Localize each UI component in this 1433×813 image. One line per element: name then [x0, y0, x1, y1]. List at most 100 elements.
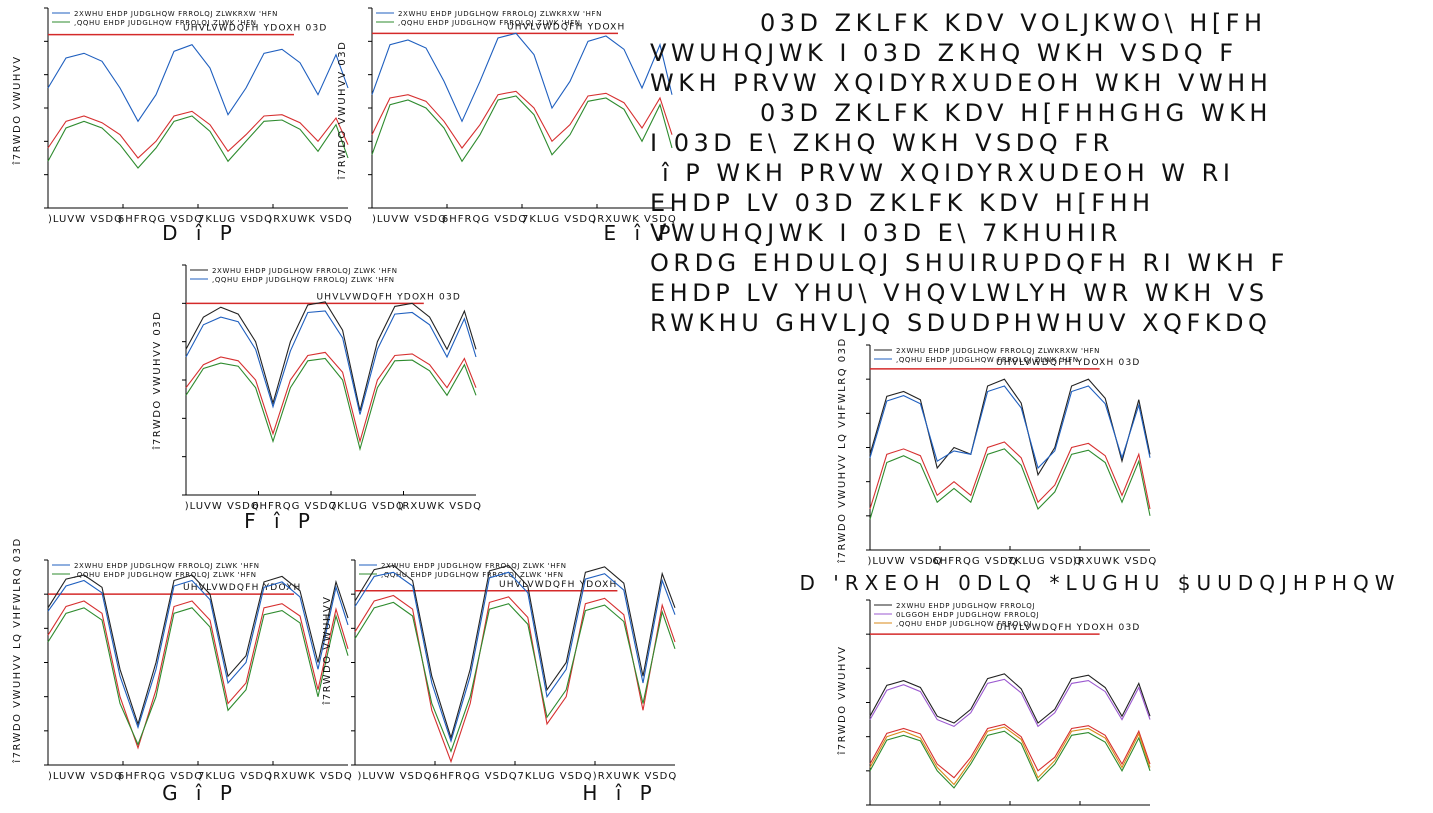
legend-entry: ,QQHU EHDP JUDGLHQW FRROLQJ ZLWK 'HFN [74, 571, 257, 579]
series-line [869, 730, 1151, 789]
x-tick-label: 6HFRQG VSDQ [432, 771, 517, 782]
x-tick-label: )RXUWK VSDQ [592, 214, 676, 225]
x-tick-label: 6HFRQG VSDQ [442, 214, 527, 225]
chart-e: î7RWDO VWUHVV )LUVW VSDQ 6HFRQG VSDQ 7KLUG … [321, 559, 677, 805]
x-tick-label: )LUVW VSDQ [48, 771, 123, 782]
series-line [371, 32, 673, 123]
series-line [47, 115, 349, 169]
legend-entry: 2XWHU EHDP JUDGLHQW FRROLQJ ZLWKRXW 'HFN [896, 347, 1100, 355]
series-line [869, 726, 1151, 786]
series-line [47, 44, 349, 123]
x-tick-label: 6HFRQG VSDQ [118, 771, 203, 782]
y-axis-label: î7RWDO VWUHVV LQ VHFWLRQ 03D [11, 537, 23, 763]
subfigure-caption: E î P [604, 221, 677, 245]
series-line [869, 678, 1151, 728]
paragraph-line: VWUHQJWK I 03D ZKHQ WKH VSDQ F [650, 39, 1238, 67]
series-line [47, 110, 349, 159]
paragraph-line: VWUHQJWK I 03D E\ 7KHUHIR [650, 219, 1122, 247]
x-tick-label: 7KLUG VSDQ [330, 501, 405, 512]
resistance-label: UHVLVWDQFH YDOXH 03D [996, 623, 1141, 633]
paragraph-line: I 03D E\ ZKHQ WKH VSDQ FR [650, 129, 1114, 157]
series-line [869, 378, 1151, 477]
series-line [869, 723, 1151, 779]
legend-entry: 2XWHU EHDP JUDGLHQW FRROLQJ ZLWK 'HFN [74, 562, 260, 570]
y-axis-label: î7RWDO VWUHVV [836, 645, 848, 755]
series-line [47, 579, 349, 730]
x-tick-label: 7KLUG VSDQ [198, 771, 273, 782]
x-tick-label: 7KLUG VSDQ [198, 214, 273, 225]
subfigure-caption: F î P [244, 509, 316, 533]
subfigure-caption: D 'RXEOH 0DLQ *LUGHU $UUDQJHPHQW [799, 571, 1400, 595]
x-tick-label: 7KLUG VSDQ [522, 214, 597, 225]
legend-entry: 2XWHU EHDP JUDGLHQW FRROLQJ ZLWK 'HFN [381, 562, 567, 570]
x-tick-label: 7KLUG VSDQ [1008, 556, 1083, 567]
legend-entry: ,QQHU EHDP JUDGLHQW FRROLQJ ZLWK 'HFN [381, 571, 564, 579]
paragraph-line: 03D ZKLFK KDV VOLJKWO\ H[FH [760, 9, 1267, 37]
x-tick-label: )RXUWK VSDQ [593, 771, 677, 782]
x-tick-label: )RXUWK VSDQ [1073, 556, 1157, 567]
series-line [185, 351, 477, 444]
paragraph-line: î P WKH PRVW XQIDYRXUDEOH W RI [662, 159, 1235, 187]
resistance-label: UHVLVWDQFH YDOXH [499, 580, 617, 590]
paragraph-line: EHDP LV YHU\ VHQVLWLYH WR WKH VS [650, 279, 1269, 307]
series-line [354, 564, 676, 740]
series-line [371, 90, 673, 149]
series-line [185, 310, 477, 415]
legend-entry: 0LGGOH EHDP JUDGLHQW FRROLQJ [896, 611, 1039, 619]
x-tick-label: 6HFRQG VSDQ [932, 556, 1017, 567]
x-tick-label: )RXUWK VSDQ [268, 771, 352, 782]
legend-entry: ,QQHU EHDP JUDGLHQW FRROLQJ ZLWK 'HFN [74, 19, 257, 27]
x-tick-label: )RXUWK VSDQ [268, 214, 352, 225]
series-line [869, 441, 1151, 510]
chart-g: î7RWDO VWUHVV 2XWHU EHDP JUDGLHQW FRROLQJ… [836, 599, 1151, 806]
series-line [185, 357, 477, 452]
chart-f: î7RWDO VWUHVV LQ VHFWLRQ 03D)LUVW VSDQ6H… [799, 337, 1400, 595]
resistance-label: UHVLVWDQFH YDOXH [183, 583, 301, 593]
legend-entry: ,QQHU EHDP JUDGLHQW FRROLQJ ZLWK 'HFN [398, 19, 581, 27]
paragraph-line: EHDP LV 03D ZKLFK KDV H[FHH [650, 189, 1155, 217]
legend-entry: ,QQHU EHDP JUDGLHQW FRROLQJ [896, 620, 1032, 628]
y-axis-label: î7RWDO VWUHVV 03D [151, 311, 163, 451]
legend-entry: 2XWHU EHDP JUDGLHQW FRROLQJ ZLWKRXW 'HFN [74, 10, 278, 18]
x-tick-label: )LUVW VSDQ [358, 771, 433, 782]
chart-d: î7RWDO VWUHVV LQ VHFWLRQ 03D )LUVW VSDQ6H… [11, 537, 352, 805]
legend-entry: 2XWHU EHDP JUDGLHQW FRROLQJ ZLWKRXW 'HFN [398, 10, 602, 18]
series-line [869, 385, 1151, 470]
y-axis-label: î7RWDO VWUHVV 03D [336, 41, 348, 181]
resistance-label: UHVLVWDQFH YDOXH 03D [317, 292, 462, 302]
series-line [47, 600, 349, 750]
series-line [47, 574, 349, 726]
subfigure-caption: G î P [162, 781, 238, 805]
y-axis-label: î7RWDO VWUHVV LQ VHFWLRQ 03D [836, 337, 848, 563]
series-line [47, 607, 349, 746]
x-tick-label: 6HFRQG VSDQ [252, 501, 337, 512]
series-line [354, 594, 676, 764]
series-line [371, 95, 673, 163]
x-tick-label: )RXUWK VSDQ [398, 501, 482, 512]
series-line [354, 571, 676, 743]
legend-entry: ,QQHU EHDP JUDGLHQW FRROLQJ ZLWK 'HFN [212, 276, 395, 284]
resistance-label: UHVLVWDQFH YDOXH [507, 22, 625, 32]
series-line [185, 301, 477, 411]
legend-entry: 2XWHU EHDP JUDGLHQW FRROLQJ ZLWK 'HFN [212, 267, 398, 275]
paragraph-line: 03D ZKLFK KDV H[FHHGHG WKH [760, 99, 1272, 127]
series-line [354, 601, 676, 753]
x-tick-label: )LUVW VSDQ [372, 214, 447, 225]
subfigure-caption: H î P [582, 781, 657, 805]
series-line [869, 448, 1151, 520]
paragraph-line: WKH PRVW XQIDYRXUDEOH WKH VWHH [650, 69, 1273, 97]
x-tick-label: )LUVW VSDQ [185, 501, 260, 512]
series-line [869, 673, 1151, 724]
paragraph-line: ORDG EHDULQJ SHUIRUPDQFH RI WKH F [650, 249, 1289, 277]
legend-entry: ,QQHU EHDP JUDGLHQW FRROLQJ ZLWK 'HFN [896, 356, 1079, 364]
x-tick-label: 7KLUG VSDQ [518, 771, 593, 782]
paragraph-line: RWKHU GHVLJQ SDUDPHWHUV XQFKDQ [650, 309, 1272, 337]
x-tick-label: 6HFRQG VSDQ [118, 214, 203, 225]
x-tick-label: )LUVW VSDQ [48, 214, 123, 225]
y-axis-label: î7RWDO VWUHVV [321, 595, 333, 705]
resistance-label: UHVLVWDQFH YDOXH 03D [183, 24, 328, 34]
